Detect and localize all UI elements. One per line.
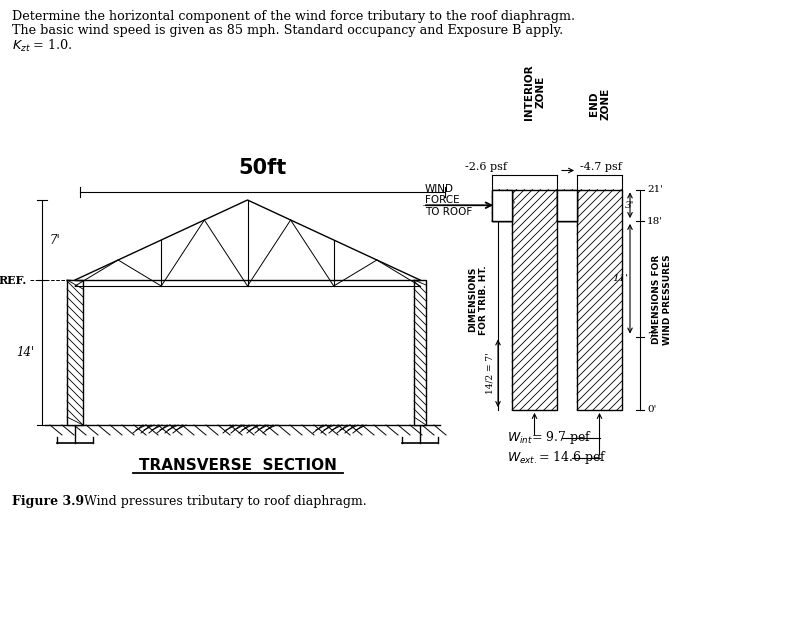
Text: Wind pressures tributary to roof diaphragm.: Wind pressures tributary to roof diaphra… (76, 495, 366, 508)
Bar (414, 280, 426, 425)
Text: INTERIOR
ZONE: INTERIOR ZONE (524, 64, 546, 120)
Text: $W_{ext.}$= 14.6 pef: $W_{ext.}$= 14.6 pef (507, 450, 607, 466)
Text: 7': 7' (647, 332, 656, 341)
Text: $W_{int}$= 9.7 pef: $W_{int}$= 9.7 pef (507, 430, 592, 446)
Text: $K_{zt}$ = 1.0.: $K_{zt}$ = 1.0. (12, 38, 73, 54)
Text: TRANSVERSE  SECTION: TRANSVERSE SECTION (138, 458, 337, 472)
Text: REF.: REF. (0, 275, 27, 285)
Text: DIMENSIONS
FOR TRIB. HT.: DIMENSIONS FOR TRIB. HT. (468, 265, 488, 335)
Text: 18': 18' (647, 216, 663, 226)
Text: END
ZONE: END ZONE (589, 87, 610, 120)
Bar (577, 190, 622, 410)
Text: Figure 3.9: Figure 3.9 (12, 495, 84, 508)
Bar (67, 280, 83, 425)
Text: DIMENSIONS FOR
WIND PRESSURES: DIMENSIONS FOR WIND PRESSURES (652, 254, 672, 345)
Bar (557, 190, 577, 221)
Bar (512, 190, 557, 410)
Text: 21': 21' (647, 185, 663, 194)
Text: 11': 11' (612, 274, 628, 283)
Text: -2.6 psf: -2.6 psf (465, 162, 507, 172)
Text: 50ft: 50ft (238, 158, 286, 178)
Text: 14/2 = 7': 14/2 = 7' (486, 352, 494, 394)
Text: 14': 14' (16, 346, 34, 359)
Text: WIND
FORCE
TO ROOF: WIND FORCE TO ROOF (425, 184, 472, 217)
Text: -4.7 psf: -4.7 psf (580, 162, 622, 172)
Bar (492, 190, 512, 221)
Bar (557, 190, 577, 221)
Text: 7': 7' (507, 201, 517, 210)
Text: 7': 7' (50, 234, 61, 247)
Text: 0': 0' (647, 405, 656, 415)
Text: 3': 3' (625, 201, 634, 210)
Bar (492, 190, 512, 221)
Text: Determine the horizontal component of the wind force tributary to the roof diaph: Determine the horizontal component of th… (12, 10, 575, 23)
Text: The basic wind speed is given as 85 mph. Standard occupancy and Exposure B apply: The basic wind speed is given as 85 mph.… (12, 24, 563, 37)
